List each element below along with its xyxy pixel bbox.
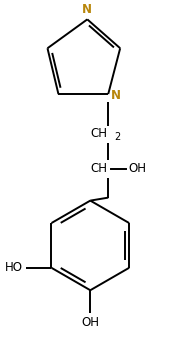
Text: HO: HO xyxy=(5,261,23,274)
Text: N: N xyxy=(111,89,121,101)
Text: N: N xyxy=(82,3,92,16)
Text: CH: CH xyxy=(90,162,107,175)
Text: CH: CH xyxy=(90,127,107,140)
Text: OH: OH xyxy=(81,316,99,329)
Text: OH: OH xyxy=(128,162,146,175)
Text: 2: 2 xyxy=(114,132,120,142)
